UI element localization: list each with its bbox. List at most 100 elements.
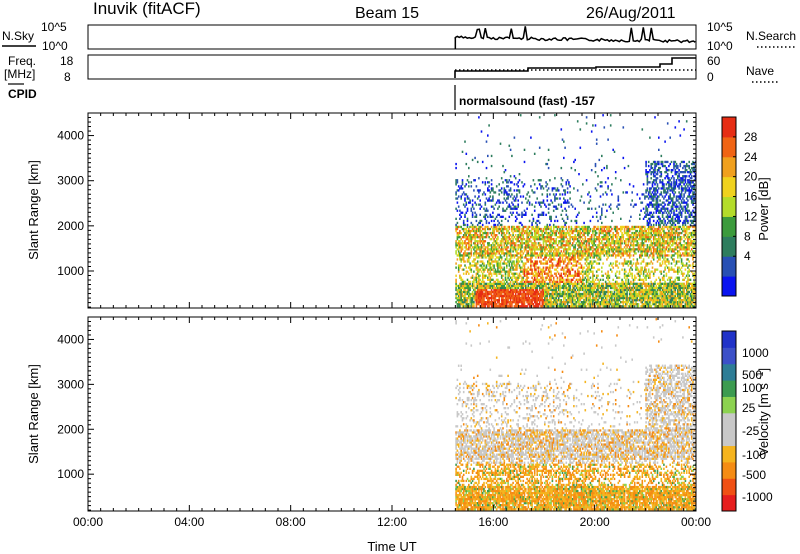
echo-cell [651, 213, 654, 216]
echo-cell [568, 280, 570, 283]
echo-cell [461, 254, 464, 257]
echo-cell [640, 262, 642, 265]
echo-cell [465, 305, 468, 308]
echo-cell [497, 199, 499, 202]
echo-cell [536, 294, 538, 298]
echo-cell [565, 294, 568, 298]
echo-cell [576, 231, 579, 235]
echo-cell [506, 179, 508, 182]
echo-cell [556, 284, 559, 288]
echo-cell [500, 229, 503, 233]
echo-cell [509, 294, 512, 298]
echo-cell [506, 256, 508, 259]
echo-cell [530, 294, 532, 298]
echo-cell [537, 296, 540, 300]
echo-cell [560, 128, 563, 131]
echo-cell [493, 248, 495, 251]
echo-cell [564, 207, 566, 210]
echo-cell [609, 203, 612, 206]
echo-cell [595, 296, 598, 300]
echo-cell [519, 274, 522, 277]
echo-cell [559, 240, 561, 243]
echo-cell [455, 197, 457, 200]
echo-cell [549, 246, 551, 249]
echo-cell [479, 260, 481, 263]
echo-cell [526, 250, 528, 253]
echo-cell [460, 290, 462, 294]
echo-cell [554, 197, 556, 200]
echo-cell [478, 296, 480, 300]
echo-cell [550, 264, 552, 267]
echo-cell [566, 286, 569, 290]
echo-cell [462, 260, 465, 263]
echo-cell [645, 164, 647, 168]
echo-cell [646, 264, 649, 267]
echo-cell [468, 288, 470, 292]
echo-cell [597, 288, 599, 292]
echo-cell [504, 294, 507, 298]
echo-cell [639, 274, 641, 277]
echo-cell [631, 268, 633, 271]
echo-cell [519, 114, 522, 117]
echo-cell [647, 205, 650, 208]
echo-cell [522, 282, 525, 285]
echo-cell [492, 197, 494, 200]
echo-cell [521, 278, 523, 281]
echo-cell [565, 278, 568, 281]
echo-cell [512, 274, 514, 277]
echo-cell [475, 252, 478, 255]
echo-cell [568, 296, 570, 300]
echo-cell [521, 238, 523, 241]
echo-cell [468, 248, 470, 251]
echo-cell [488, 258, 490, 261]
echo-cell [530, 229, 532, 233]
echo-cell [560, 303, 563, 306]
echo-cell [633, 274, 636, 277]
echo-cell [457, 240, 460, 243]
echo-cell [542, 227, 545, 231]
echo-cell [509, 189, 512, 192]
echo-cell [509, 270, 512, 273]
echo-cell [455, 250, 457, 253]
echo-cell [465, 301, 468, 304]
echo-cell [465, 201, 468, 204]
echo-cell [490, 296, 493, 300]
echo-cell [523, 229, 526, 233]
echo-cell [507, 282, 509, 285]
echo-cell [478, 246, 480, 249]
echo-cell [516, 195, 518, 198]
echo-cell [480, 270, 483, 273]
echo-cell [546, 225, 549, 229]
echo-cell [630, 215, 632, 218]
echo-cell [512, 296, 514, 300]
echo-cell [647, 282, 650, 285]
echo-cell [503, 260, 506, 263]
echo-cell [533, 268, 536, 271]
echo-cell [487, 290, 489, 294]
echo-cell [470, 303, 473, 306]
echo-cell [650, 280, 652, 283]
echo-cell [469, 266, 471, 269]
echo-cell [504, 199, 507, 202]
echo-cell [498, 305, 500, 308]
echo-cell [476, 303, 479, 306]
echo-cell [563, 244, 565, 247]
echo-cell [533, 296, 536, 300]
echo-cell [513, 175, 516, 178]
echo-cell [560, 231, 563, 235]
echo-cell [490, 301, 493, 304]
echo-cell [595, 231, 598, 235]
echo-cell [475, 227, 478, 231]
echo-cell [508, 250, 511, 253]
echo-cell [521, 244, 523, 247]
echo-cell [522, 227, 525, 231]
echo-cell [514, 288, 517, 292]
echo-cell [470, 238, 473, 241]
echo-cell [492, 205, 494, 208]
echo-cell [518, 231, 521, 235]
echo-cell [527, 292, 530, 296]
echo-cell [516, 229, 518, 233]
echo-cell [521, 266, 523, 269]
echo-cell [652, 211, 655, 214]
